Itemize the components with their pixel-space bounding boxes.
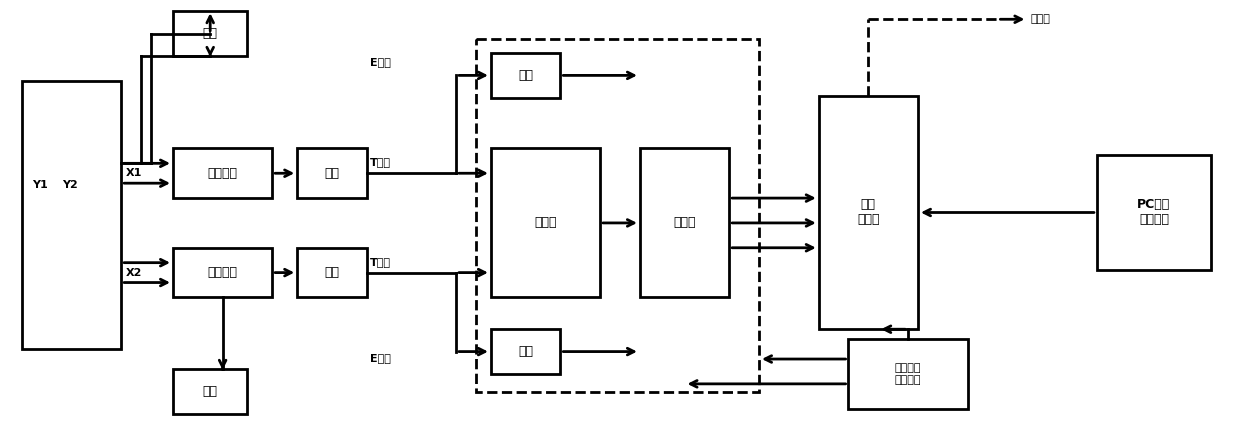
Bar [173,148,273,198]
Text: 线放: 线放 [518,69,533,82]
Bar [173,369,248,414]
Text: E信号: E信号 [369,58,390,67]
Text: 光电转换: 光电转换 [208,266,238,279]
Bar [819,96,918,329]
Text: 插件机箱
低压电源: 插件机箱 低压电源 [895,363,922,385]
Text: T信号: T信号 [369,157,390,167]
Text: 高压: 高压 [203,385,218,398]
Text: X1: X1 [126,168,142,178]
Text: 前放: 前放 [325,266,339,279]
Bar [173,11,248,56]
Bar [297,248,367,298]
Bar [173,248,273,298]
Bar [849,339,968,409]
Text: 符合器: 符合器 [673,216,696,229]
Text: 高压: 高压 [203,27,218,40]
Text: X2: X2 [126,268,142,278]
Bar [1097,155,1211,270]
Bar [639,148,730,298]
Text: 线放: 线放 [518,345,533,358]
Text: PC机与
采集软件: PC机与 采集软件 [1137,198,1171,226]
Text: E信号: E信号 [369,354,390,363]
Bar [491,148,600,298]
Bar [22,81,121,349]
Text: 甄别器: 甄别器 [534,216,556,229]
Text: T信号: T信号 [369,257,390,267]
Text: Y1: Y1 [32,180,47,190]
Bar [476,39,760,392]
Bar [491,53,560,98]
Text: Y2: Y2 [62,180,77,190]
Text: 门信号: 门信号 [1031,14,1051,24]
Text: 数据
采集卡: 数据 采集卡 [857,198,880,226]
Text: 前放: 前放 [325,167,339,180]
Text: 光电转换: 光电转换 [208,167,238,180]
Bar [491,329,560,374]
Bar [297,148,367,198]
